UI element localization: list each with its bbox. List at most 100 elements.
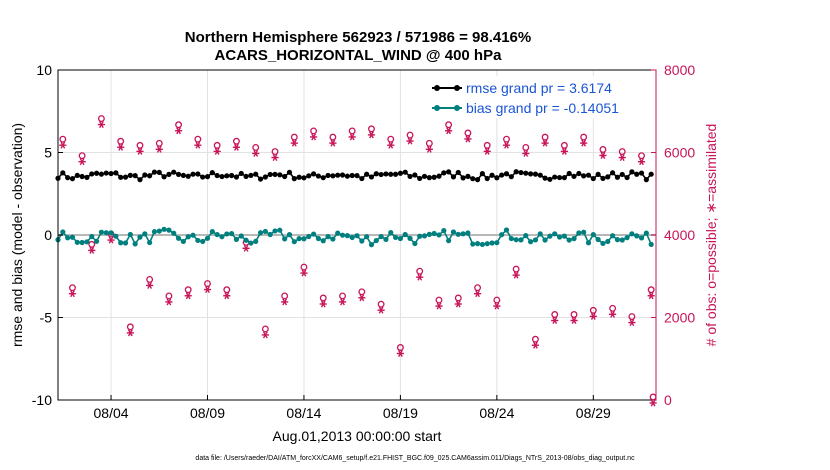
asterisk-stroke <box>224 292 230 300</box>
obs-assimilated-marker <box>377 306 385 314</box>
obs-assimilated-marker <box>473 290 482 298</box>
rmse-point <box>65 175 71 181</box>
bias-point <box>315 235 322 242</box>
rmse-point <box>79 173 85 180</box>
x-tick-label: 08/04 <box>94 405 129 421</box>
bias-point <box>609 233 616 239</box>
rmse-point <box>450 174 457 180</box>
obs-assimilated-marker <box>203 286 212 294</box>
bias-point <box>277 227 283 233</box>
obs-possible-marker <box>184 286 192 294</box>
obs-possible-marker <box>232 137 240 145</box>
obs-assimilated-marker <box>425 145 433 153</box>
rmse-point <box>638 170 645 176</box>
obs-assimilated-marker <box>59 141 67 149</box>
bias-series <box>55 226 654 248</box>
obs-assimilated-marker <box>531 341 540 349</box>
asterisk-stroke <box>378 306 384 314</box>
rmse-point <box>499 172 505 178</box>
obs-assimilated-marker <box>435 302 443 310</box>
y-tick-label-right: 2000 <box>664 310 695 326</box>
rmse-point <box>93 170 100 176</box>
obs-assimilated-marker <box>560 147 568 155</box>
obs-possible-marker <box>339 292 346 300</box>
rmse-point <box>354 173 360 179</box>
rmse-point <box>629 169 635 175</box>
rmse-point <box>446 169 452 175</box>
rmse-point <box>113 170 119 176</box>
asterisk-stroke <box>291 139 297 147</box>
obs-possible-marker <box>512 265 520 273</box>
rmse-series <box>55 169 654 183</box>
bias-point <box>330 236 336 242</box>
rmse-point <box>489 172 495 178</box>
legend-rmse-marker-2 <box>454 85 460 91</box>
x-tick-label: 08/29 <box>576 405 611 421</box>
obs-assimilated-marker <box>117 143 125 151</box>
bias-point <box>127 231 133 238</box>
rmse-point <box>84 174 90 180</box>
bias-point <box>180 238 186 245</box>
rmse-point <box>431 174 437 180</box>
obs-possible-marker <box>88 240 96 248</box>
rmse-point <box>624 174 630 181</box>
obs-assimilated-marker <box>464 135 472 143</box>
rmse-point <box>643 177 649 183</box>
asterisk-stroke <box>272 154 278 162</box>
rmse-point <box>315 173 322 179</box>
bias-point <box>69 234 76 240</box>
bias-point <box>200 238 206 245</box>
rmse-point <box>185 173 191 179</box>
bias-point <box>489 240 495 246</box>
rmse-point <box>282 173 288 180</box>
rmse-point <box>296 174 302 180</box>
rmse-point <box>180 172 186 178</box>
bias-point <box>286 232 293 238</box>
bias-point <box>151 229 158 235</box>
obs-possible-marker <box>541 133 549 141</box>
asterisk-stroke <box>349 133 355 141</box>
obs-assimilated-marker <box>126 329 134 337</box>
obs-possible-marker <box>223 286 231 294</box>
rmse-point <box>330 173 336 179</box>
chart-subtitle: ACARS_HORIZONTAL_WIND @ 400 hPa <box>215 47 503 64</box>
bias-point <box>431 230 437 237</box>
rmse-point <box>421 173 428 179</box>
rmse-point <box>359 175 365 182</box>
rmse-point <box>474 177 481 183</box>
bias-point <box>339 232 346 238</box>
asterisk-stroke <box>234 143 239 151</box>
rmse-point <box>74 172 80 179</box>
obs-assimilated-marker <box>88 246 96 254</box>
asterisk-stroke <box>619 154 625 162</box>
bias-point <box>60 229 66 235</box>
rmse-point <box>383 171 389 177</box>
obs-assimilated-marker <box>194 141 202 149</box>
rmse-point <box>142 172 148 178</box>
bias-point <box>98 229 105 235</box>
asterisk-stroke <box>311 133 317 141</box>
asterisk-stroke <box>127 329 133 337</box>
bias-point <box>306 233 312 240</box>
rmse-point <box>407 173 413 180</box>
rmse-point <box>576 170 582 177</box>
asterisk-stroke <box>581 139 587 147</box>
rmse-point <box>634 171 640 177</box>
obs-possible-marker <box>503 135 510 143</box>
obs-possible-marker <box>368 125 375 133</box>
bias-point <box>108 230 114 236</box>
bias-point <box>585 240 592 246</box>
asterisk-stroke <box>301 269 307 277</box>
asterisk-stroke <box>475 290 480 298</box>
y-tick-label-left: -10 <box>32 392 52 408</box>
asterisk-stroke <box>89 246 95 254</box>
obs-assimilated-marker <box>637 158 646 166</box>
rmse-point <box>412 172 418 178</box>
obs-assimilated-marker <box>589 312 597 320</box>
y-tick-label-right: 4000 <box>664 227 695 243</box>
bias-point <box>296 236 302 242</box>
bias-point <box>320 238 326 244</box>
bias-point <box>388 230 394 236</box>
bias-point <box>624 235 630 241</box>
bias-point <box>426 231 432 237</box>
